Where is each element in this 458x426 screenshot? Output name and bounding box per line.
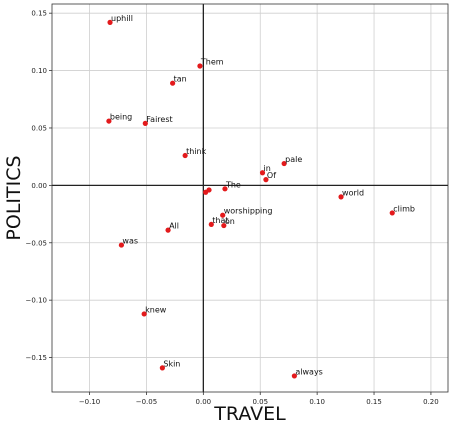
y-tick-label: 0.00 bbox=[31, 182, 47, 190]
data-point-label: being bbox=[110, 113, 132, 122]
data-point-label: climb bbox=[393, 204, 415, 213]
data-point-label: world bbox=[342, 188, 364, 197]
data-point bbox=[170, 80, 176, 86]
data-point bbox=[221, 222, 227, 229]
data-point-label: tan bbox=[174, 75, 187, 84]
data-point-label: on bbox=[225, 217, 235, 226]
data-point bbox=[291, 373, 297, 379]
data-point-label: Of bbox=[267, 171, 276, 180]
x-axis-title: TRAVEL bbox=[213, 403, 286, 425]
data-point bbox=[281, 160, 287, 167]
y-tick-label: −0.10 bbox=[26, 297, 47, 305]
x-tick-label: 0.20 bbox=[423, 398, 439, 406]
x-tick-label: 0.15 bbox=[366, 398, 382, 406]
data-point bbox=[208, 221, 214, 228]
data-point bbox=[159, 365, 165, 371]
plot-frame bbox=[51, 3, 449, 393]
data-point-label: Them bbox=[200, 57, 224, 66]
data-point bbox=[259, 170, 266, 176]
y-tick-label: 0.10 bbox=[31, 67, 47, 75]
data-point bbox=[338, 194, 344, 200]
data-point-label: pale bbox=[285, 155, 302, 164]
data-point-label: was bbox=[122, 237, 138, 246]
data-point bbox=[222, 186, 228, 192]
x-tick-label: 0.00 bbox=[196, 398, 212, 406]
y-tick-label: −0.05 bbox=[26, 239, 47, 247]
data-point bbox=[142, 120, 148, 126]
data-point-label: think bbox=[186, 147, 207, 156]
data-point bbox=[263, 177, 269, 183]
data-point-label: uphill bbox=[111, 14, 133, 23]
data-point-label: worshipping bbox=[224, 207, 273, 216]
x-tick-label: 0.05 bbox=[252, 398, 268, 406]
data-point-label: Fairest bbox=[146, 115, 172, 124]
data-point-label: Skin bbox=[163, 359, 180, 368]
data-point bbox=[220, 212, 226, 218]
data-point bbox=[106, 118, 112, 124]
data-point-label: All bbox=[169, 222, 179, 231]
y-axis-title: POLITICS bbox=[3, 155, 25, 240]
data-point-label: always bbox=[295, 367, 322, 376]
x-tick-label: 0.10 bbox=[309, 398, 325, 406]
data-point bbox=[389, 210, 395, 216]
y-tick-label: 0.15 bbox=[31, 10, 47, 18]
data-point-label: knew bbox=[145, 305, 167, 314]
y-tick-label: −0.15 bbox=[26, 354, 47, 362]
data-point bbox=[141, 311, 147, 317]
data-point bbox=[203, 189, 209, 195]
x-tick-label: −0.05 bbox=[136, 398, 157, 406]
data-point bbox=[197, 63, 203, 69]
data-point bbox=[165, 227, 171, 233]
x-tick-label: −0.10 bbox=[79, 398, 100, 406]
data-point bbox=[182, 152, 188, 159]
data-point-label: The bbox=[225, 180, 241, 189]
data-point-label: in bbox=[264, 164, 271, 173]
data-point bbox=[118, 242, 125, 248]
axis-ticks: −0.10 −0.05 0.00 0.05 0.10 0.15 0.20 −0.15 −0.10… bbox=[26, 10, 439, 406]
grid bbox=[52, 4, 448, 392]
zero-lines bbox=[52, 4, 448, 392]
data-point bbox=[107, 19, 113, 25]
data-point-label: that bbox=[212, 216, 228, 225]
y-tick-label: 0.05 bbox=[31, 124, 47, 132]
